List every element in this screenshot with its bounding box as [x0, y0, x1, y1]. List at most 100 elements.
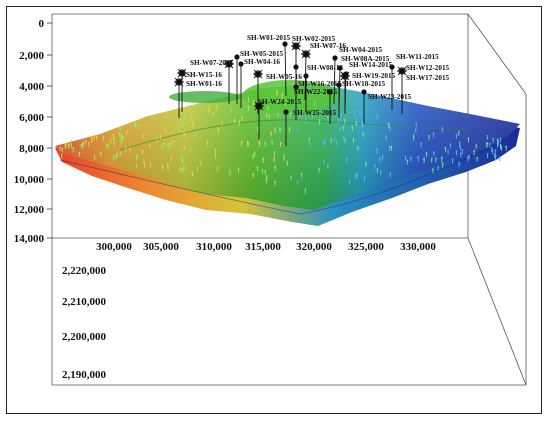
flow-vector-head	[261, 169, 264, 171]
flow-vector-head	[432, 151, 435, 154]
flow-vector-head	[183, 145, 186, 148]
flow-vector-head	[311, 113, 314, 116]
depth-axis-ticks	[47, 22, 52, 239]
reservoir-body	[55, 80, 520, 226]
flow-vector-head	[457, 131, 460, 133]
flow-vector-head	[498, 156, 501, 159]
flow-vector-head	[381, 155, 384, 158]
flow-vector-head	[432, 132, 435, 135]
ridge-line	[119, 119, 471, 151]
flow-vector-head	[256, 166, 259, 169]
flow-vector-head	[300, 114, 303, 116]
flow-vector-head	[290, 175, 292, 178]
flow-vector-head	[191, 171, 194, 174]
flow-vector-head	[318, 168, 320, 171]
flow-vector-head	[376, 148, 378, 151]
flow-vector-head	[252, 173, 255, 175]
flow-vector-head	[149, 143, 151, 146]
flow-vector-head	[485, 142, 488, 145]
easting-axis: 300,000 305,000 310,000 315,000 320,000 …	[96, 241, 436, 253]
well-path	[333, 57, 336, 105]
flow-vector-head	[461, 149, 464, 151]
flow-vector-head	[286, 161, 289, 163]
flow-vector-head	[412, 135, 415, 138]
well-label: SH-W12-2015	[406, 64, 450, 72]
well-label: SH-W01-2015	[247, 34, 291, 42]
flow-vector-head	[217, 128, 220, 131]
depth-axis: 0 2,000 4,000 6,000 8,000 10,000 12,000 …	[14, 18, 45, 245]
flow-vector-head	[265, 175, 268, 178]
flow-vector-head	[333, 137, 336, 139]
flow-vector-head	[324, 138, 327, 141]
flow-vector-head	[296, 180, 299, 182]
flow-vector-head	[273, 151, 276, 153]
flow-vector-head	[300, 174, 303, 177]
flow-vector-head	[84, 139, 87, 142]
flow-vector-head	[308, 85, 311, 87]
flow-vector-head	[136, 154, 138, 157]
injector-icon	[291, 41, 301, 51]
flow-vector-head	[119, 126, 122, 129]
flow-vector-head	[410, 156, 412, 159]
flow-vector-head	[376, 168, 379, 170]
flow-vector-head	[216, 166, 219, 169]
injector-icon	[253, 69, 263, 79]
flow-vector-head	[376, 114, 378, 117]
flow-vector-head	[199, 160, 202, 163]
flow-vector-head	[428, 134, 430, 137]
bounding-box	[51, 13, 527, 386]
flow-vector-head	[444, 147, 447, 149]
flow-vector-head	[233, 119, 236, 121]
well-trajectories	[178, 43, 403, 146]
well-label: SH-W19-2015	[352, 72, 396, 80]
well-label: SH-W05-2015	[240, 50, 284, 58]
flow-vector-head	[468, 154, 471, 157]
flow-vector-head	[170, 155, 173, 158]
flow-vector-head	[289, 112, 292, 115]
injector-icon	[177, 68, 187, 78]
well-label: SH-W02-2015	[292, 35, 336, 43]
well-head-marker	[336, 82, 342, 88]
flow-vector-head	[281, 93, 284, 96]
flow-vector-head	[112, 133, 115, 136]
flow-vector-head	[221, 120, 224, 123]
flow-vector-head	[339, 127, 341, 129]
flow-vector-head	[60, 153, 63, 156]
flow-vector-head	[337, 118, 340, 120]
flow-vector-head	[308, 137, 311, 140]
flow-vector-head	[499, 137, 502, 140]
injector-symbols	[174, 41, 407, 111]
flow-vector-head	[488, 142, 491, 145]
well-label: SH-W05-16	[266, 73, 302, 81]
flow-vector-head	[362, 132, 365, 134]
depth-tick-label: 6,000	[19, 112, 44, 124]
flow-vector-head	[64, 144, 67, 146]
flow-vector-head	[437, 166, 440, 168]
flow-vector-head	[486, 134, 489, 137]
flow-vector-head	[417, 156, 420, 159]
well-path	[284, 43, 287, 97]
flow-vector-head	[181, 167, 184, 170]
flow-vector-head	[432, 168, 434, 171]
well-label: SH-W04-16	[244, 58, 280, 66]
flow-vector-head	[135, 163, 138, 166]
well-head-marker	[282, 41, 288, 47]
flow-vector-head	[107, 144, 110, 147]
flow-vector-head	[122, 136, 124, 139]
flow-vector-head	[279, 142, 282, 144]
depth-tick-label: 14,000	[14, 233, 45, 245]
northing-tick-label: 2,190,000	[62, 369, 107, 381]
flow-vector-head	[458, 141, 461, 144]
flow-vector-head	[304, 188, 307, 191]
flow-vector-head	[166, 162, 169, 164]
flow-vector-head	[183, 166, 185, 169]
well-labels: SH-W01-2015 SH-W02-2015 SH-W07-16 SH-W04…	[186, 34, 450, 117]
flow-vector-head	[500, 146, 503, 149]
flow-vector-head	[279, 127, 281, 130]
flow-vector-head	[505, 145, 508, 148]
well-head-marker	[234, 54, 240, 60]
flow-vector-head	[466, 156, 469, 159]
flow-vector-head	[330, 138, 333, 141]
flow-vector-head	[342, 126, 345, 128]
flow-vector-head	[125, 130, 128, 133]
